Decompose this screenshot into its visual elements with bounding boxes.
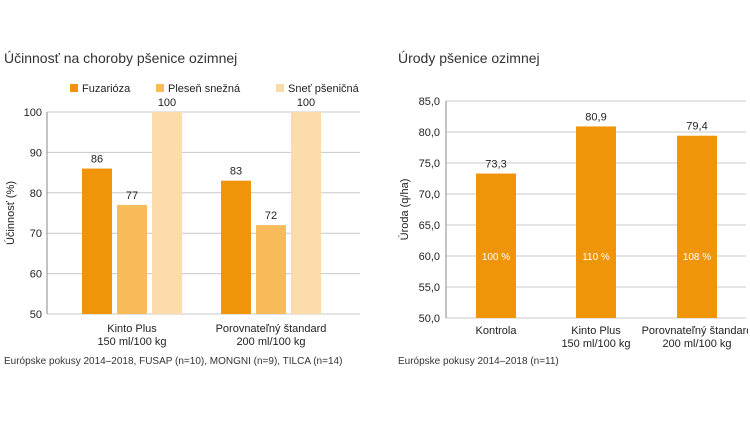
bar-1-3 bbox=[152, 112, 182, 314]
y-axis-label: Účinnosť (%) bbox=[4, 181, 17, 245]
y-tick-label: 100 bbox=[24, 107, 42, 119]
chart2-footnote: Európske pokusy 2014–2018 (n=11) bbox=[398, 356, 559, 367]
bar-2-3 bbox=[291, 112, 321, 314]
x-category-label: 200 ml/100 kg bbox=[236, 336, 305, 348]
bar-3 bbox=[677, 135, 717, 318]
data-label: 83 bbox=[230, 166, 242, 178]
bar-1 bbox=[476, 173, 516, 318]
yield-chart: 50,0 55,0 60,0 65,0 70,0 75,0 80,0 85,0 Úroda (q… bbox=[398, 96, 748, 350]
y-tick-label: 55,0 bbox=[419, 282, 440, 294]
data-label: 72 bbox=[265, 210, 277, 222]
x-category-label: Porovnateľný štandard bbox=[642, 325, 748, 337]
data-label: 80,9 bbox=[585, 111, 606, 123]
y-tick-label: 75,0 bbox=[419, 158, 440, 170]
y-tick-label: 65,0 bbox=[419, 220, 440, 232]
x-category-label: Kinto Plus bbox=[571, 325, 621, 337]
inner-percent-label: 100 % bbox=[482, 252, 510, 263]
y-tick-label: 80,0 bbox=[419, 127, 440, 139]
inner-percent-label: 110 % bbox=[582, 252, 610, 263]
x-category-label: Porovnateľný štandard bbox=[216, 323, 327, 335]
bar-2 bbox=[576, 126, 616, 318]
y-tick-label: 70,0 bbox=[419, 189, 440, 201]
inner-percent-label: 108 % bbox=[683, 252, 711, 263]
legend-swatch-3 bbox=[276, 84, 284, 92]
data-label: 73,3 bbox=[485, 159, 506, 171]
y-tick-label: 60 bbox=[30, 269, 42, 281]
y-axis-label: Úroda (q/ha) bbox=[398, 179, 411, 241]
x-category-label: Kontrola bbox=[476, 325, 518, 337]
x-category-label: 200 ml/100 kg bbox=[662, 338, 731, 350]
data-label: 86 bbox=[91, 154, 103, 166]
data-label: 77 bbox=[126, 190, 138, 202]
bar-2-2 bbox=[256, 225, 286, 314]
y-tick-label: 85,0 bbox=[419, 96, 440, 108]
legend-label-2: Pleseň snežná bbox=[168, 83, 241, 95]
legend-swatch-1 bbox=[70, 84, 78, 92]
legend-label-3: Sneť pšeničná bbox=[288, 83, 360, 95]
data-label: 100 bbox=[297, 97, 315, 109]
y-tick-label: 60,0 bbox=[419, 251, 440, 263]
data-label: 79,4 bbox=[686, 121, 707, 133]
bar-1-2 bbox=[117, 204, 147, 314]
legend-label-1: Fuzarióza bbox=[82, 83, 131, 95]
chart1-footnote: Európske pokusy 2014–2018, FUSAP (n=10),… bbox=[4, 356, 343, 367]
legend-swatch-2 bbox=[156, 84, 164, 92]
y-tick-label: 50 bbox=[30, 309, 42, 321]
efficacy-chart: Fuzarióza Pleseň snežná Sneť pšeničná 50 60 7… bbox=[4, 83, 360, 348]
data-label: 100 bbox=[158, 97, 176, 109]
chart1-title: Účinnosť na choroby pšenice ozimnej bbox=[4, 50, 238, 66]
chart2-title: Úrody pšenice ozimnej bbox=[398, 50, 540, 66]
y-tick-label: 70 bbox=[30, 228, 42, 240]
bar-1-1 bbox=[82, 168, 112, 314]
y-tick-label: 80 bbox=[30, 188, 42, 200]
y-tick-label: 90 bbox=[30, 147, 42, 159]
x-category-label: Kinto Plus bbox=[107, 323, 157, 335]
x-category-label: 150 ml/100 kg bbox=[97, 336, 166, 348]
y-tick-label: 50,0 bbox=[419, 313, 440, 325]
bar-2-1 bbox=[221, 180, 251, 314]
x-category-label: 150 ml/100 kg bbox=[561, 338, 630, 350]
